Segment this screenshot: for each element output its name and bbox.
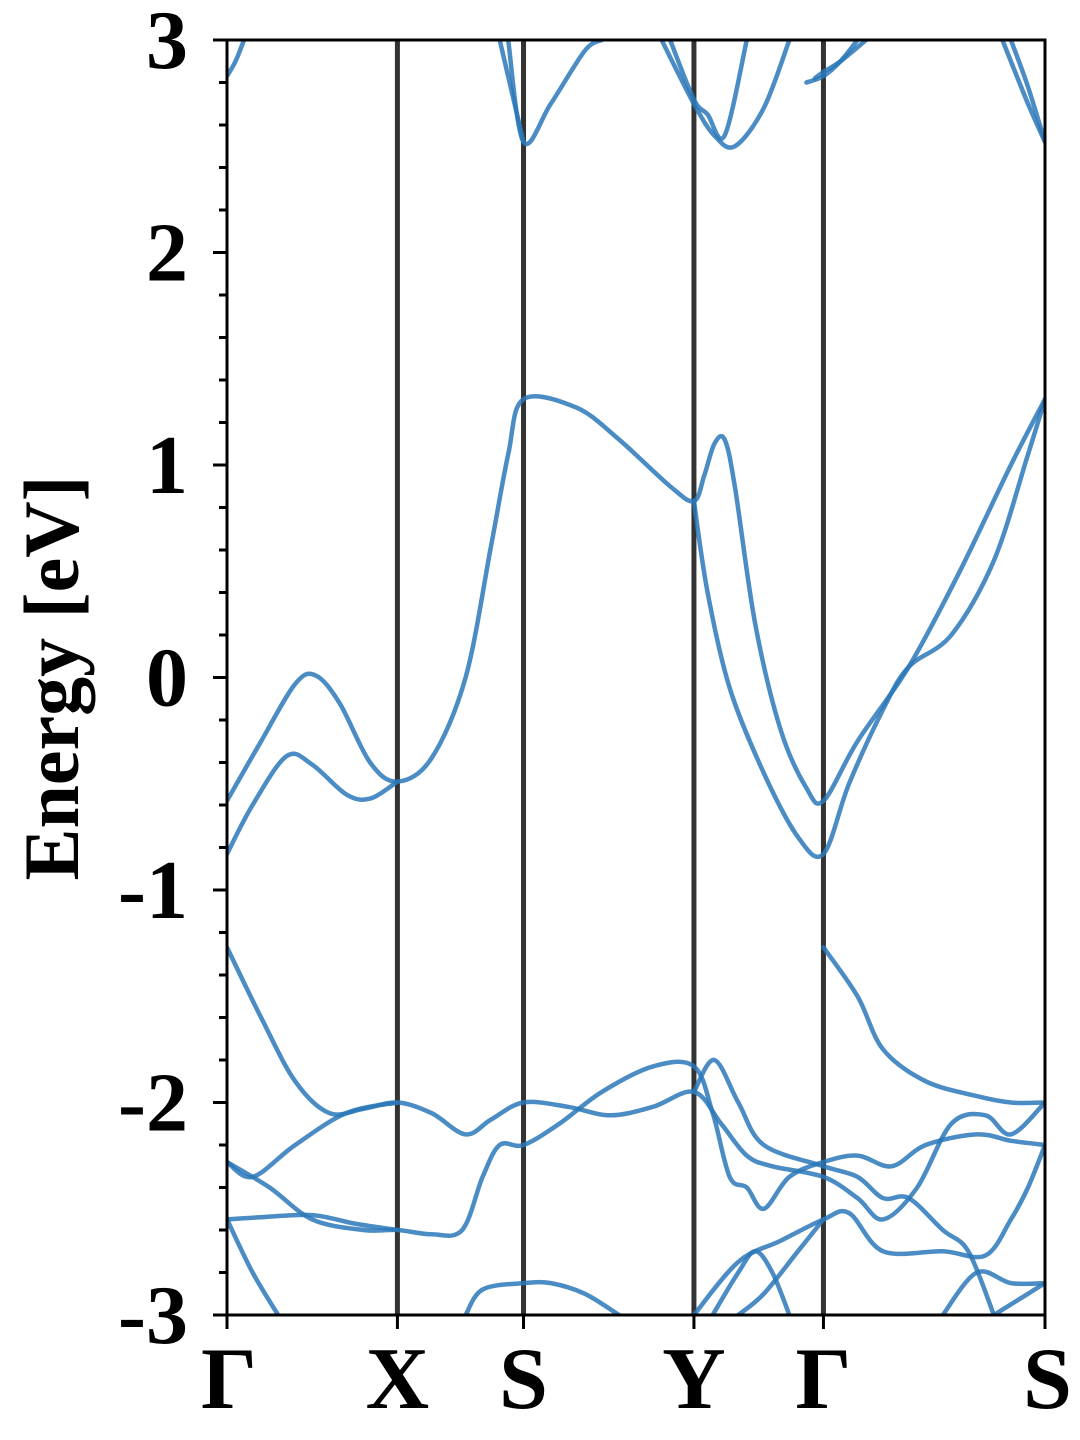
y-tick-label: -1 — [118, 844, 188, 937]
x-tick-label: S — [499, 1331, 548, 1428]
band-15 — [940, 1269, 1045, 1315]
y-axis-ticks: 3 2 1 0 -1 -2 -3 — [118, 0, 227, 1362]
plot-frame — [225, 38, 1047, 1317]
band-10 — [691, 1142, 1045, 1315]
y-tick-label: 0 — [146, 632, 188, 725]
band-9 — [821, 945, 1045, 1106]
y-tick-label: 1 — [146, 419, 188, 512]
y-axis-title: Energy [eV] — [8, 475, 95, 880]
band-11 — [736, 1217, 826, 1315]
band-12 — [463, 1279, 622, 1315]
band-0 — [227, 393, 1045, 806]
x-tick-label: X — [366, 1331, 430, 1428]
x-tick-label: Γ — [201, 1331, 257, 1428]
band-1 — [227, 751, 400, 857]
band-6 — [227, 1212, 400, 1233]
band-18 — [497, 40, 526, 145]
x-tick-label: S — [1023, 1331, 1072, 1428]
y-tick-label: 2 — [146, 207, 188, 300]
band-7 — [227, 1217, 281, 1315]
band-16 — [227, 40, 247, 79]
band-5 — [227, 1059, 1045, 1238]
x-tick-label: Y — [662, 1331, 726, 1428]
band-20 — [667, 40, 750, 141]
band-3 — [227, 945, 1045, 1222]
band-22 — [812, 40, 869, 81]
y-tick-label: -3 — [118, 1269, 188, 1362]
y-tick-label: 3 — [146, 0, 188, 87]
y-tick-label: -2 — [118, 1057, 188, 1150]
band-19 — [659, 40, 792, 150]
band-lines — [227, 40, 1045, 1315]
band-4 — [227, 1100, 400, 1180]
band-24 — [1008, 40, 1045, 145]
high-symmetry-lines — [394, 40, 826, 1315]
band-14 — [991, 1280, 1045, 1315]
band-8 — [691, 1057, 997, 1315]
band-13 — [710, 1249, 792, 1315]
band-2 — [691, 396, 1045, 860]
x-tick-label: Γ — [795, 1331, 851, 1428]
